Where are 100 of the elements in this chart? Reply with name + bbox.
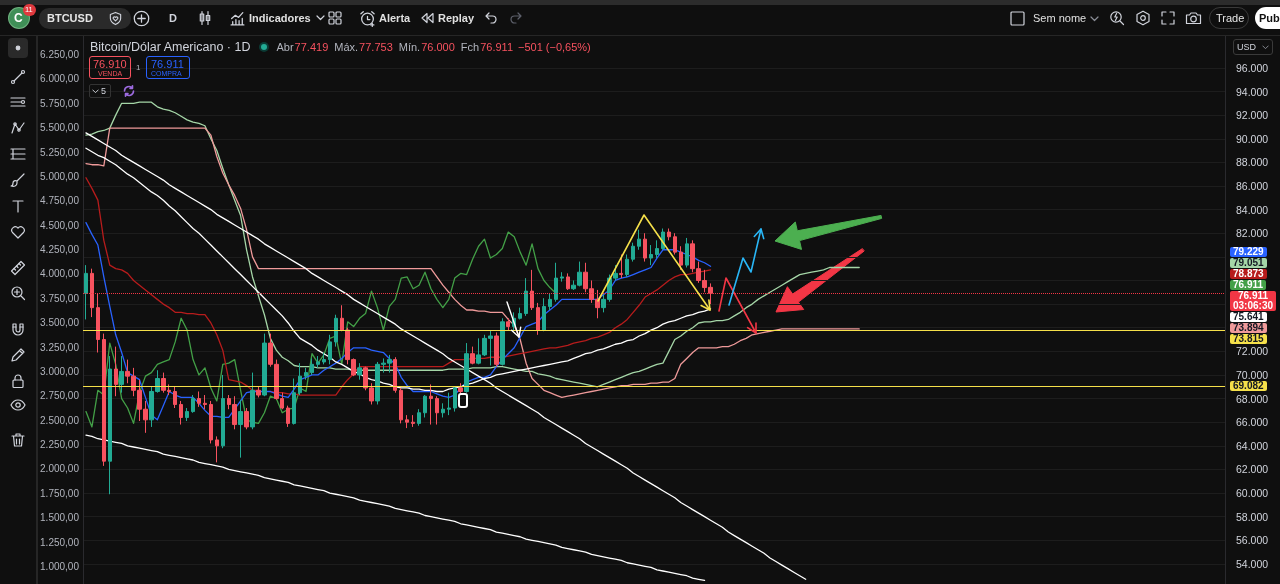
y-tick-label: 54.000 (1236, 557, 1269, 570)
candlestick (566, 272, 570, 291)
y-tick-label: 56.000 (1236, 534, 1269, 547)
candlestick (548, 292, 552, 311)
candlestick (191, 394, 195, 414)
candlestick (429, 383, 433, 426)
candlestick (649, 244, 653, 266)
line-series (85, 132, 807, 580)
y2-tick-label: 1.500,00 (40, 512, 80, 524)
line-series (85, 434, 706, 582)
y-tick-label: 90.000 (1236, 132, 1269, 145)
y-tick-label: 66.000 (1236, 416, 1269, 429)
text: 73.894 (1230, 322, 1267, 333)
candlestick (238, 399, 243, 459)
y2-tick-label: 3.750,00 (40, 292, 80, 304)
candlestick (631, 242, 635, 263)
candlestick (619, 253, 623, 279)
candlestick (357, 362, 362, 381)
y2-tick-label: 4.500,00 (40, 219, 80, 231)
candlestick (102, 333, 106, 467)
candlestick (256, 386, 261, 398)
annotation: Abr (276, 41, 294, 53)
candlestick (179, 400, 183, 426)
y-tick-label: 64.000 (1236, 439, 1269, 452)
candlestick (304, 367, 308, 381)
y-tick-label: 96.000 (1236, 61, 1269, 74)
text: 78.873 (1230, 268, 1267, 279)
y-tick-label: 60.000 (1236, 487, 1269, 500)
y2-tick-label: 3.500,00 (40, 317, 80, 329)
y-tick-label: 88.000 (1236, 156, 1269, 169)
text: Alerta (379, 12, 411, 24)
y2-tick-label: 2.000,00 (40, 463, 80, 475)
candlestick (328, 334, 332, 365)
ref-line-label: 76.911 03:06:30 (1230, 290, 1277, 311)
candlestick (203, 394, 207, 410)
candlestick (262, 333, 267, 397)
y2-tick-label: 3.250,00 (40, 341, 80, 353)
y-tick-label: 70.000 (1236, 368, 1269, 381)
annotation: Fch (460, 41, 480, 53)
candlestick (244, 407, 249, 430)
annotation: 76.911 (480, 41, 513, 53)
candlestick (494, 331, 499, 368)
annotation: 76.000 (421, 41, 455, 53)
candlestick (298, 362, 302, 396)
candlestick (292, 378, 296, 426)
candlestick (500, 317, 505, 367)
y2-tick-label: 6.250,00 (40, 49, 80, 61)
y2-tick-label: 1.750,00 (40, 487, 80, 499)
text: USD (1237, 42, 1257, 52)
y2-tick-label: 2.750,00 (40, 390, 80, 402)
candlestick (542, 297, 546, 332)
candlestick (173, 386, 177, 409)
text: C (14, 11, 23, 25)
candlestick (417, 408, 421, 427)
annotation: 1 (136, 63, 141, 72)
text: Pub (1259, 12, 1280, 24)
annotation: Máx. (334, 41, 359, 53)
annotation: 77.753 (359, 41, 393, 53)
candlestick (310, 357, 314, 376)
candlestick (643, 232, 647, 263)
ref-line-label: 69.082 (1230, 380, 1267, 391)
y-tick-label: 84.000 (1236, 203, 1269, 216)
candlestick (185, 407, 189, 422)
candlestick (441, 402, 445, 418)
candlestick (435, 395, 439, 426)
candlestick (464, 342, 469, 394)
text: 79.229 (1230, 246, 1267, 257)
candlestick (221, 374, 225, 449)
y-tick-label: 94.000 (1236, 85, 1269, 98)
candlestick (399, 387, 403, 424)
y2-tick-label: 5.000,00 (40, 170, 80, 182)
candlestick (637, 229, 641, 251)
y2-tick-label: 4.250,00 (40, 244, 80, 256)
candlestick (96, 292, 100, 354)
candlestick (250, 372, 255, 430)
candlestick (84, 264, 88, 320)
candlestick (453, 386, 457, 413)
candlestick (108, 355, 112, 495)
candlestick (286, 405, 290, 428)
candlestick (90, 268, 94, 318)
candlestick (673, 232, 677, 255)
candlestick (685, 237, 689, 268)
y2-tick-label: 2.250,00 (40, 439, 80, 451)
candlestick (215, 435, 219, 463)
ref-line-label: 73.815 (1230, 333, 1267, 344)
candlestick (405, 414, 409, 429)
annotation: 76.910 (93, 58, 127, 70)
candlestick (655, 239, 659, 259)
y2-tick-label: 6.000,00 (40, 73, 80, 85)
candlestick (458, 382, 463, 396)
candlestick (393, 356, 397, 394)
annotation: 5 (101, 86, 107, 96)
y2-tick-label: 4.750,00 (40, 195, 80, 207)
text: Trade (1216, 12, 1245, 24)
candlestick (667, 228, 671, 241)
text: Sem nome (1033, 12, 1087, 24)
candlestick (518, 307, 522, 320)
annotation: 76.911 (151, 58, 184, 70)
candlestick (625, 253, 629, 278)
candlestick (524, 277, 528, 317)
